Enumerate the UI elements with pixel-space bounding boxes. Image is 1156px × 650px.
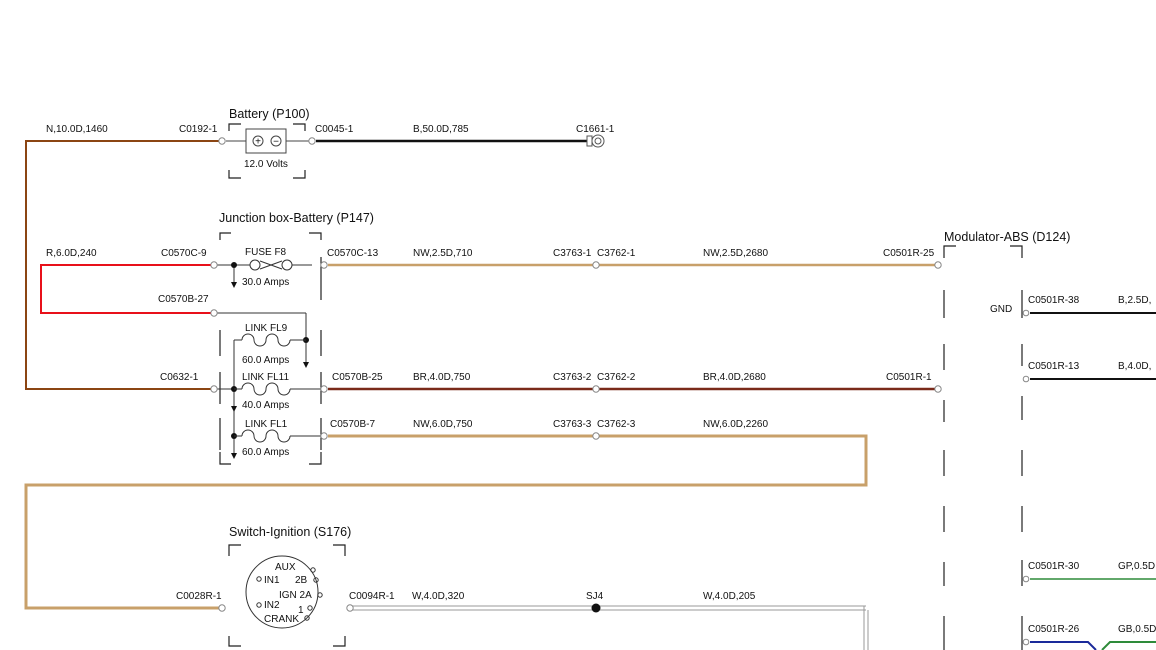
label-c3762-2: C3762-2 bbox=[597, 372, 636, 383]
link-fl11-rating: 40.0 Amps bbox=[242, 400, 289, 411]
label-c0570b-27: C0570B-27 bbox=[158, 294, 209, 305]
label-c0570c-13: C0570C-13 bbox=[327, 248, 379, 259]
pin-aux: AUX bbox=[275, 562, 296, 573]
label-c0501r-13: C0501R-13 bbox=[1028, 361, 1080, 372]
label-nw-25-2680: NW,2.5D,2680 bbox=[703, 248, 768, 259]
label-w-40-205: W,4.0D,205 bbox=[703, 591, 756, 602]
label-w-40-320: W,4.0D,320 bbox=[412, 591, 465, 602]
link-fl9-symbol bbox=[234, 333, 306, 347]
label-c0045-1: C0045-1 bbox=[315, 124, 354, 135]
wire-gb-05-green bbox=[1101, 641, 1156, 650]
fuse-f8-symbol bbox=[240, 259, 312, 271]
link-fl1-rating: 60.0 Amps bbox=[242, 447, 289, 458]
label-b-40: B,4.0D, bbox=[1118, 361, 1151, 372]
junction-title: Junction box-Battery (P147) bbox=[219, 211, 374, 225]
wire-gb-05-blue bbox=[1030, 641, 1097, 650]
pin-ign2a: IGN 2A bbox=[279, 590, 312, 601]
pin-in1: IN1 bbox=[264, 575, 280, 586]
label-nw-25-710: NW,2.5D,710 bbox=[413, 248, 473, 259]
link-fl1-symbol bbox=[234, 429, 322, 443]
splice-sj4 bbox=[591, 603, 601, 613]
pin-2b: 2B bbox=[295, 575, 308, 586]
label-sj4: SJ4 bbox=[586, 591, 604, 602]
fuse-f8-rating: 30.0 Amps bbox=[242, 277, 289, 288]
pin-in2: IN2 bbox=[264, 600, 280, 611]
label-c0501r-30: C0501R-30 bbox=[1028, 561, 1080, 572]
label-c0570b-25: C0570B-25 bbox=[332, 372, 383, 383]
label-c0028r-1: C0028R-1 bbox=[176, 591, 222, 602]
ignition-switch bbox=[228, 544, 346, 647]
fuse-f8-name: FUSE F8 bbox=[245, 247, 287, 258]
label-c0501r-1: C0501R-1 bbox=[886, 372, 932, 383]
connector-pins bbox=[210, 134, 1030, 646]
ignition-title: Switch-Ignition (S176) bbox=[229, 525, 351, 539]
label-b-50: B,50.0D,785 bbox=[413, 124, 469, 135]
modulator-abs bbox=[943, 245, 1023, 650]
label-c0501r-25: C0501R-25 bbox=[883, 248, 935, 259]
label-c3763-3: C3763-3 bbox=[553, 419, 592, 430]
label-gb-05: GB,0.5D bbox=[1118, 624, 1156, 635]
label-c0501r-38: C0501R-38 bbox=[1028, 295, 1080, 306]
label-nw-60-750: NW,6.0D,750 bbox=[413, 419, 473, 430]
wire-w-40 bbox=[352, 605, 869, 650]
pin-crank: CRANK bbox=[264, 614, 299, 625]
label-c3763-2: C3763-2 bbox=[553, 372, 592, 383]
battery-minus: − bbox=[273, 137, 279, 148]
label-n-10: N,10.0D,1460 bbox=[46, 124, 108, 135]
label-nw-60-2260: NW,6.0D,2260 bbox=[703, 419, 768, 430]
label-gp-05: GP,0.5D bbox=[1118, 561, 1155, 572]
wire-r-6 bbox=[40, 264, 212, 314]
label-c1661-1: C1661-1 bbox=[576, 124, 615, 135]
label-c3762-3: C3762-3 bbox=[597, 419, 636, 430]
wire-n-10 bbox=[25, 140, 220, 390]
battery-volts: 12.0 Volts bbox=[244, 159, 288, 170]
label-b-25: B,2.5D, bbox=[1118, 295, 1151, 306]
battery-plus: + bbox=[255, 137, 261, 148]
battery-title: Battery (P100) bbox=[229, 107, 310, 121]
wire-nw-60 bbox=[24, 434, 868, 610]
label-c0192-1: C0192-1 bbox=[179, 124, 218, 135]
label-c0632-1: C0632-1 bbox=[160, 372, 199, 383]
label-br-40-750: BR,4.0D,750 bbox=[413, 372, 471, 383]
label-c0570b-7: C0570B-7 bbox=[330, 419, 375, 430]
gnd-label: GND bbox=[990, 304, 1012, 315]
link-fl9-rating: 60.0 Amps bbox=[242, 355, 289, 366]
label-br-40-2680: BR,4.0D,2680 bbox=[703, 372, 766, 383]
link-fl1-name: LINK FL1 bbox=[245, 419, 288, 430]
pin-1: 1 bbox=[298, 605, 304, 616]
label-r-6: R,6.0D,240 bbox=[46, 248, 97, 259]
label-c0570c-9: C0570C-9 bbox=[161, 248, 207, 259]
label-c3763-1: C3763-1 bbox=[553, 248, 592, 259]
link-fl9-name: LINK FL9 bbox=[245, 323, 288, 334]
link-fl11-name: LINK FL11 bbox=[242, 372, 289, 383]
modulator-title: Modulator-ABS (D124) bbox=[944, 230, 1070, 244]
link-fl11-symbol bbox=[234, 382, 322, 396]
battery-component: + − bbox=[226, 123, 310, 179]
label-c0094r-1: C0094R-1 bbox=[349, 591, 395, 602]
label-c0501r-26: C0501R-26 bbox=[1028, 624, 1080, 635]
label-c3762-1: C3762-1 bbox=[597, 248, 636, 259]
